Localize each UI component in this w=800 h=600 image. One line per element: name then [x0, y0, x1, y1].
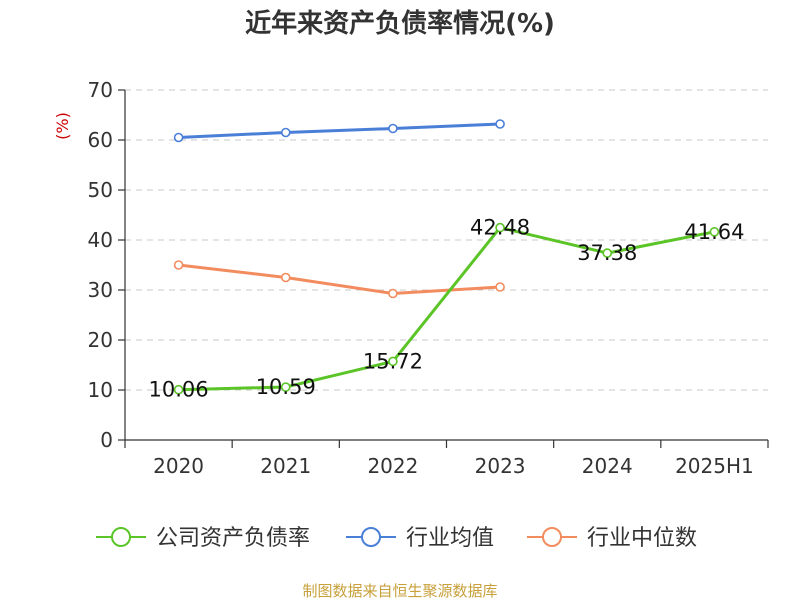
data-point [495, 282, 505, 292]
legend-label: 公司资产负债率 [156, 526, 310, 551]
data-point [173, 384, 184, 395]
y-axis-unit: (%) [53, 112, 72, 140]
data-point [280, 382, 291, 392]
series-line [178, 226, 715, 392]
series-line [178, 122, 501, 139]
data-point [388, 288, 398, 299]
series-lines [173, 119, 720, 395]
x-tick-label: 2021 [260, 454, 311, 478]
axes: 0 10 20 30 40 50 60 70 2020 2021 2022 2023 2024 2025H… [88, 78, 769, 478]
y-tick-label: 60 [88, 128, 113, 152]
y-tick-label: 0 [100, 428, 113, 452]
data-point [280, 272, 291, 283]
series-line [178, 263, 501, 295]
data-label: 42.48 [470, 216, 530, 240]
data-label: 37.38 [577, 241, 637, 265]
x-tick-label: 2022 [367, 454, 418, 478]
data-label: 15.72 [363, 349, 423, 373]
x-tick-label: 2024 [582, 454, 633, 478]
data-point [280, 127, 291, 138]
legend-marker [361, 527, 381, 547]
chart-title: 近年来资产负债率情况(%) [245, 8, 555, 39]
data-label: 10.59 [256, 375, 316, 399]
source-note: 制图数据来自恒生聚源数据库 [302, 582, 497, 600]
data-point [495, 119, 505, 129]
data-point [602, 248, 613, 258]
data-point [173, 260, 184, 270]
data-point [388, 123, 398, 134]
data-point [495, 222, 505, 233]
x-tick-label: 2025H1 [675, 454, 754, 478]
y-tick-label: 10 [88, 378, 113, 402]
legend-label: 行业均值 [406, 526, 494, 551]
data-labels: 10.06 10.59 15.72 42.48 37.38 41.64 [149, 216, 745, 402]
legend: 公司资产负债率 行业均值 行业中位数 [96, 526, 697, 551]
x-tick-label: 2023 [475, 454, 526, 478]
y-tick-label: 70 [88, 78, 113, 102]
data-point [709, 227, 720, 237]
y-tick-label: 50 [88, 178, 113, 202]
x-tick-label: 2020 [153, 454, 204, 478]
data-point [173, 132, 184, 143]
legend-marker [542, 527, 562, 547]
y-tick-label: 40 [88, 228, 113, 252]
y-tick-label: 20 [88, 328, 113, 352]
legend-marker [111, 527, 131, 547]
y-tick-label: 30 [88, 278, 113, 302]
data-label: 10.06 [149, 378, 209, 402]
data-label: 41.64 [684, 220, 744, 244]
data-point [388, 356, 398, 367]
legend-label: 行业中位数 [587, 526, 697, 551]
